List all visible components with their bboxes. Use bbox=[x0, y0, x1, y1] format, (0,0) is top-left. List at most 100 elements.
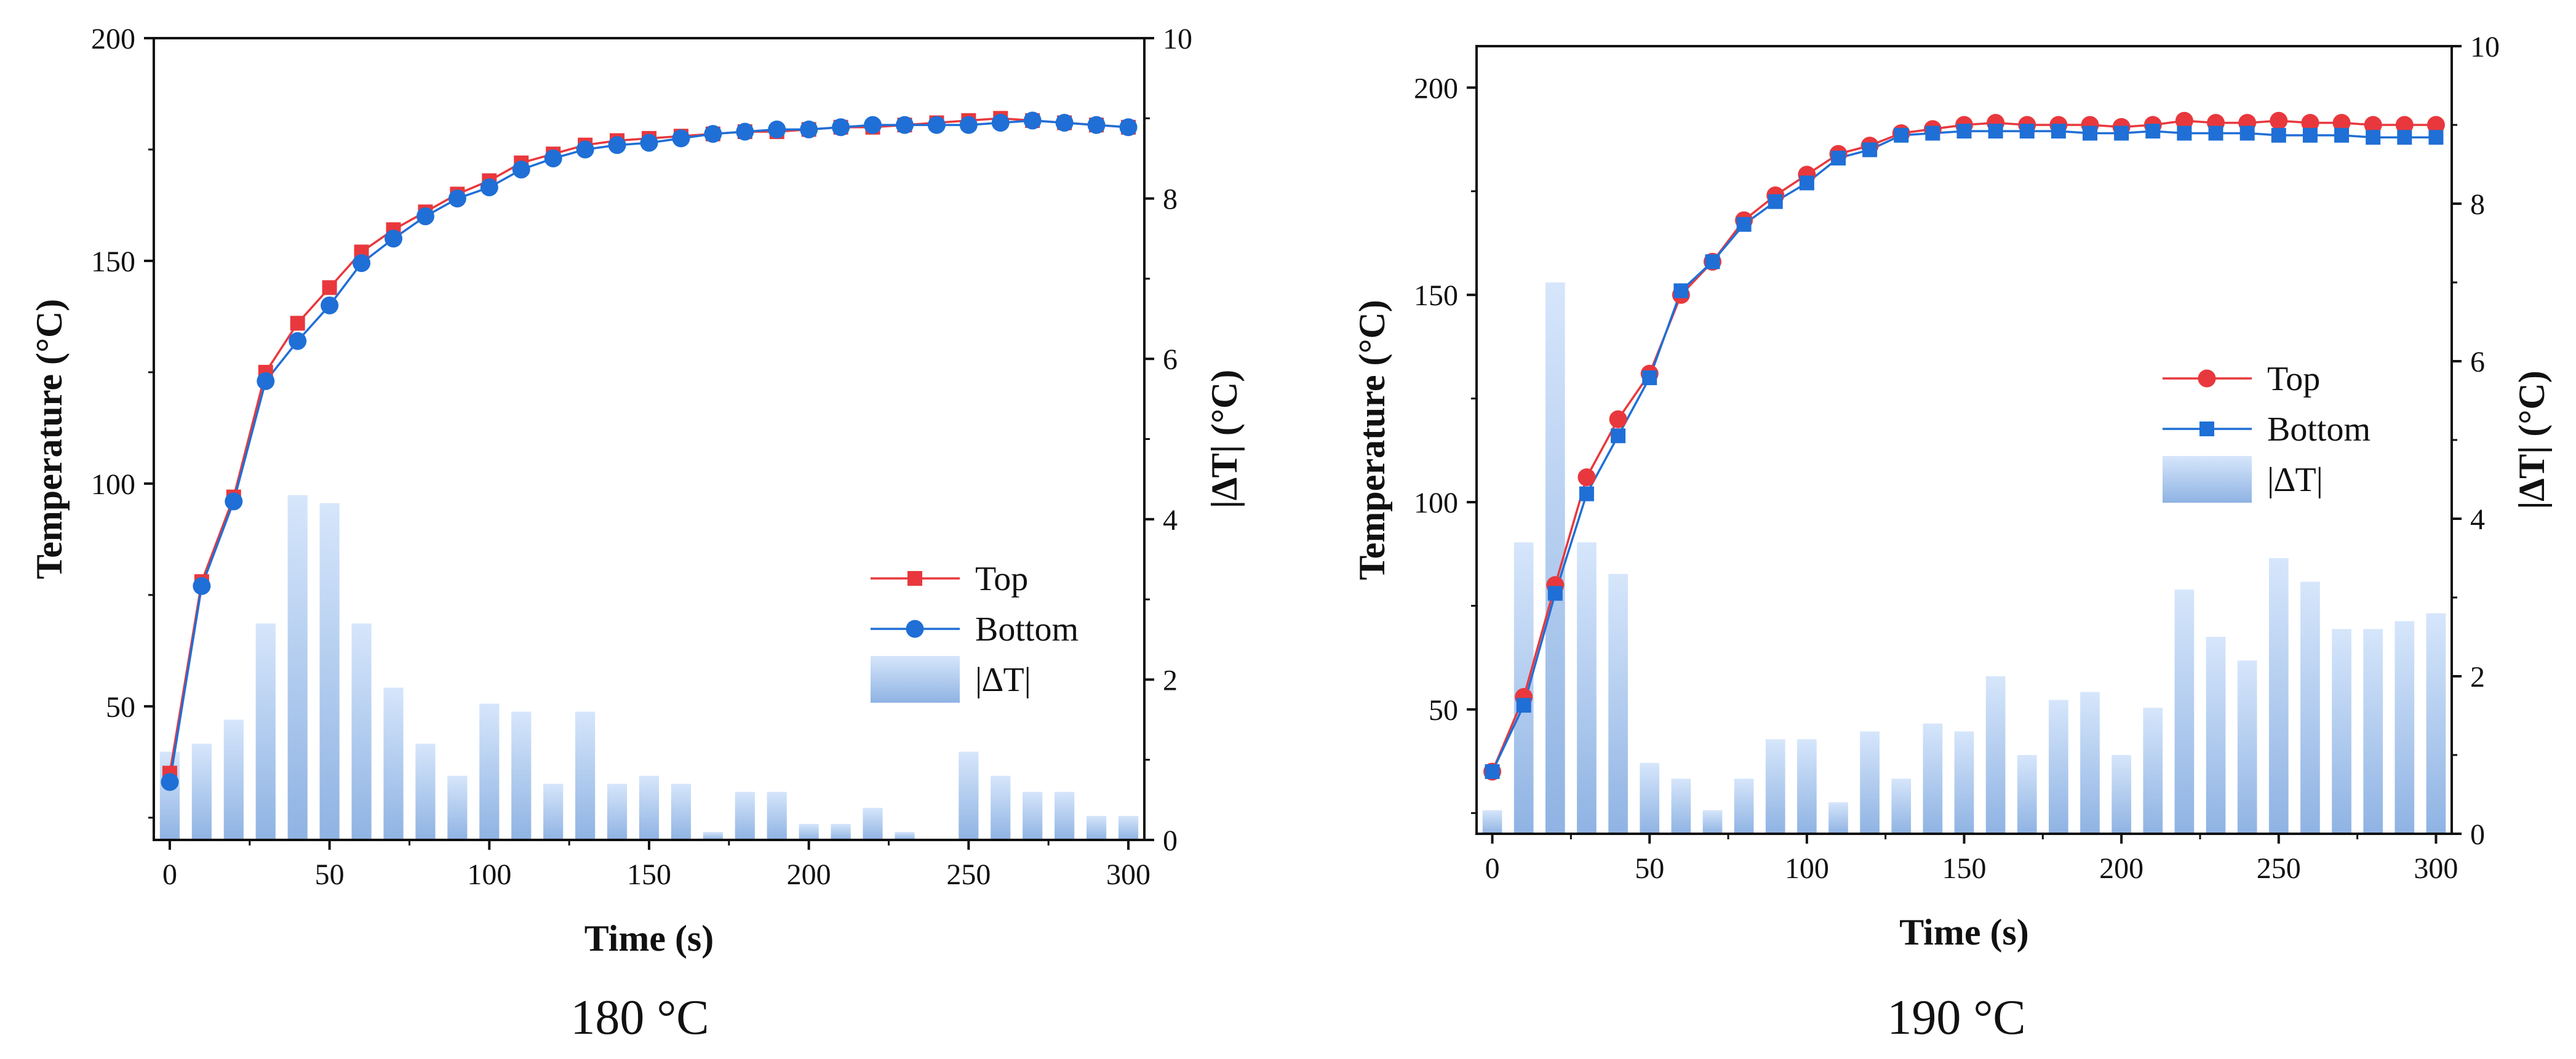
y2-tick-label: 2 bbox=[1163, 664, 1178, 697]
marker-bottom bbox=[448, 190, 466, 208]
marker-bottom bbox=[416, 207, 434, 226]
marker-top bbox=[2301, 114, 2319, 132]
legend-marker-top bbox=[2198, 369, 2216, 388]
delta-t-bar bbox=[319, 503, 340, 840]
panel-caption: 180 °C bbox=[570, 991, 709, 1045]
marker-bottom bbox=[2114, 126, 2129, 141]
delta-t-bar bbox=[1797, 739, 1817, 834]
legend-label-delta-t: |∆T| bbox=[975, 661, 1031, 699]
delta-t-bar bbox=[2426, 613, 2446, 834]
delta-t-bar bbox=[895, 831, 915, 840]
marker-bottom bbox=[991, 114, 1010, 132]
marker-bottom bbox=[2051, 124, 2066, 139]
marker-bottom bbox=[1768, 194, 1783, 209]
delta-t-bar bbox=[159, 751, 180, 840]
delta-t-bar bbox=[223, 719, 244, 840]
legend-label-top: Top bbox=[975, 560, 1028, 598]
x-tick-label: 0 bbox=[162, 858, 177, 891]
series-line-bottom bbox=[1491, 130, 2436, 772]
marker-bottom bbox=[1087, 116, 1106, 134]
x-tick-label: 50 bbox=[315, 858, 345, 891]
marker-top bbox=[2426, 116, 2445, 134]
y-tick-label: 200 bbox=[1414, 72, 1458, 105]
delta-t-bar bbox=[2143, 708, 2163, 834]
marker-bottom bbox=[1673, 283, 1689, 298]
legend-label-bottom: Bottom bbox=[975, 610, 1079, 649]
y-axis-title: Temperature (°C) bbox=[1352, 300, 1392, 580]
delta-t-bar bbox=[1055, 791, 1075, 840]
legend-label-top: Top bbox=[2267, 360, 2320, 398]
marker-bottom bbox=[1830, 150, 1846, 166]
delta-t-bar bbox=[1891, 778, 1912, 834]
legend-bar-swatch bbox=[2163, 456, 2252, 503]
delta-t-bar bbox=[255, 623, 276, 840]
delta-t-bar bbox=[1608, 573, 1628, 834]
y2-tick-label: 6 bbox=[2470, 346, 2485, 378]
y2-axis-title: |∆T| (°C) bbox=[2511, 370, 2552, 509]
legend-label-bottom: Bottom bbox=[2267, 410, 2371, 449]
marker-top bbox=[2364, 116, 2382, 134]
delta-t-bar bbox=[2268, 558, 2289, 834]
delta-t-bar bbox=[703, 831, 723, 840]
x-tick-label: 300 bbox=[2414, 852, 2458, 885]
marker-bottom bbox=[1485, 764, 1500, 779]
y2-tick-label: 8 bbox=[1163, 183, 1178, 216]
marker-bottom bbox=[800, 120, 818, 138]
delta-t-bar bbox=[415, 743, 436, 840]
delta-t-bar bbox=[767, 791, 787, 840]
delta-t-bar bbox=[1954, 731, 1974, 834]
marker-top bbox=[2270, 111, 2288, 130]
marker-bottom bbox=[832, 118, 850, 137]
y-tick-label: 150 bbox=[91, 246, 135, 278]
marker-bottom bbox=[1736, 217, 1752, 232]
delta-t-bar bbox=[191, 743, 212, 840]
marker-bottom bbox=[1705, 254, 1720, 270]
x-tick-label: 300 bbox=[1106, 858, 1150, 891]
y2-tick-label: 8 bbox=[2470, 188, 2485, 221]
delta-t-bar bbox=[287, 495, 308, 840]
x-tick-label: 150 bbox=[1942, 852, 1987, 885]
marker-bottom bbox=[257, 372, 275, 390]
legend-marker-bottom bbox=[2199, 422, 2214, 436]
marker-top bbox=[2175, 111, 2193, 130]
x-tick-label: 200 bbox=[787, 858, 831, 891]
delta-t-bar bbox=[831, 823, 851, 840]
y-tick-label: 200 bbox=[91, 23, 135, 55]
marker-bottom bbox=[225, 492, 243, 511]
marker-bottom bbox=[2366, 130, 2381, 145]
marker-bottom bbox=[1611, 428, 1626, 444]
marker-bottom bbox=[1055, 114, 1074, 132]
x-tick-label: 100 bbox=[1785, 852, 1829, 885]
marker-bottom bbox=[1925, 126, 1940, 141]
marker-bottom bbox=[1516, 698, 1531, 713]
y2-axis-title: |∆T| (°C) bbox=[1204, 370, 1245, 508]
marker-bottom bbox=[385, 230, 403, 248]
marker-bottom bbox=[576, 140, 594, 159]
marker-top bbox=[1609, 410, 1627, 428]
delta-t-bar bbox=[2111, 755, 2131, 834]
delta-t-bar bbox=[1482, 810, 1502, 834]
x-axis-title: Time (s) bbox=[584, 918, 714, 959]
delta-t-bar bbox=[1086, 815, 1107, 840]
delta-t-bar bbox=[1734, 778, 1754, 834]
marker-bottom bbox=[2177, 126, 2192, 141]
y2-tick-label: 0 bbox=[1163, 825, 1178, 857]
y-axis-title: Temperature (°C) bbox=[29, 299, 70, 580]
marker-top bbox=[290, 316, 305, 331]
y2-tick-label: 2 bbox=[2470, 661, 2485, 693]
marker-bottom bbox=[864, 116, 882, 134]
delta-t-bar bbox=[1702, 810, 1723, 834]
delta-t-bar bbox=[383, 687, 404, 840]
marker-bottom bbox=[1799, 175, 1814, 191]
delta-t-bar bbox=[1923, 723, 1943, 834]
delta-t-bar bbox=[1545, 282, 1565, 834]
delta-t-bar bbox=[575, 711, 596, 840]
marker-bottom bbox=[480, 178, 498, 197]
marker-bottom bbox=[1894, 127, 1909, 143]
delta-t-bar bbox=[2395, 621, 2415, 834]
legend-label-delta-t: |∆T| bbox=[2267, 461, 2323, 499]
marker-bottom bbox=[2145, 124, 2161, 139]
marker-bottom bbox=[321, 296, 339, 314]
marker-bottom bbox=[736, 122, 754, 141]
marker-bottom bbox=[193, 577, 211, 595]
